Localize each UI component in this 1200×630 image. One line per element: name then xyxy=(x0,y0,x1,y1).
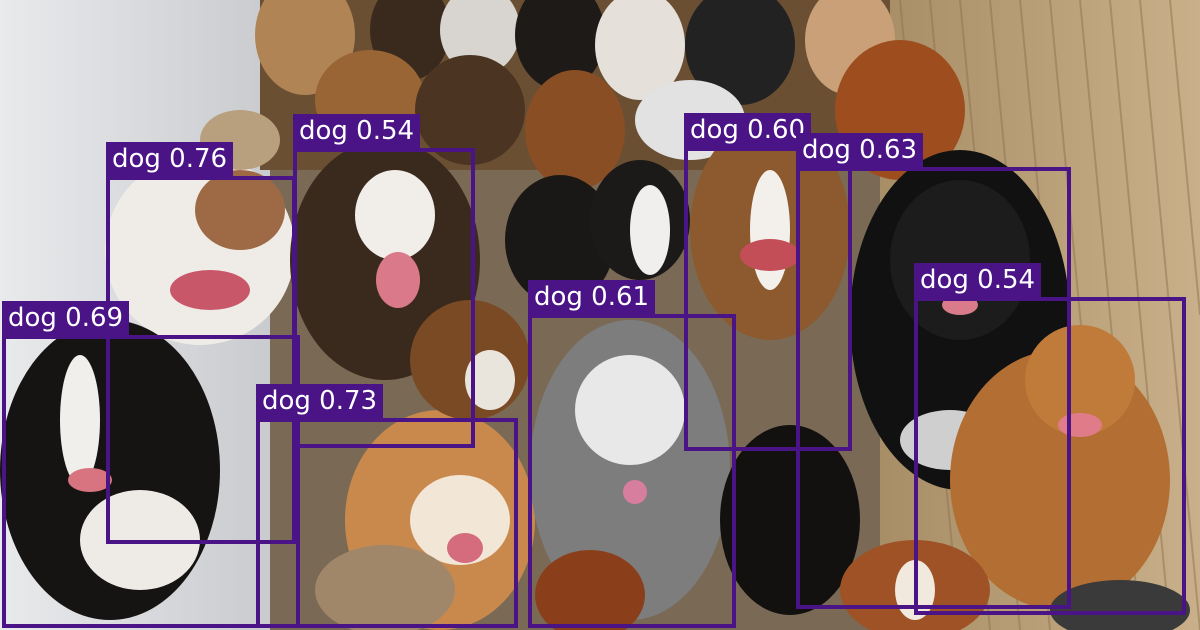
detection-label: dog 0.73 xyxy=(256,384,384,418)
detection-box: dog 0.73 xyxy=(256,384,518,628)
detection-box: dog 0.63 xyxy=(796,133,1071,609)
detection-box: dog 0.54 xyxy=(914,263,1186,615)
detection-label: dog 0.54 xyxy=(293,114,421,148)
detection-label: dog 0.60 xyxy=(684,113,812,147)
detection-label: dog 0.61 xyxy=(528,280,656,314)
detection-box: dog 0.60 xyxy=(684,113,852,451)
detection-box: dog 0.54 xyxy=(293,114,475,448)
detection-label: dog 0.69 xyxy=(2,301,130,335)
detection-label: dog 0.63 xyxy=(796,133,924,167)
detection-label: dog 0.76 xyxy=(106,142,234,176)
detection-box: dog 0.61 xyxy=(528,280,736,628)
detection-box: dog 0.69 xyxy=(2,301,300,628)
detection-label: dog 0.54 xyxy=(914,263,1042,297)
